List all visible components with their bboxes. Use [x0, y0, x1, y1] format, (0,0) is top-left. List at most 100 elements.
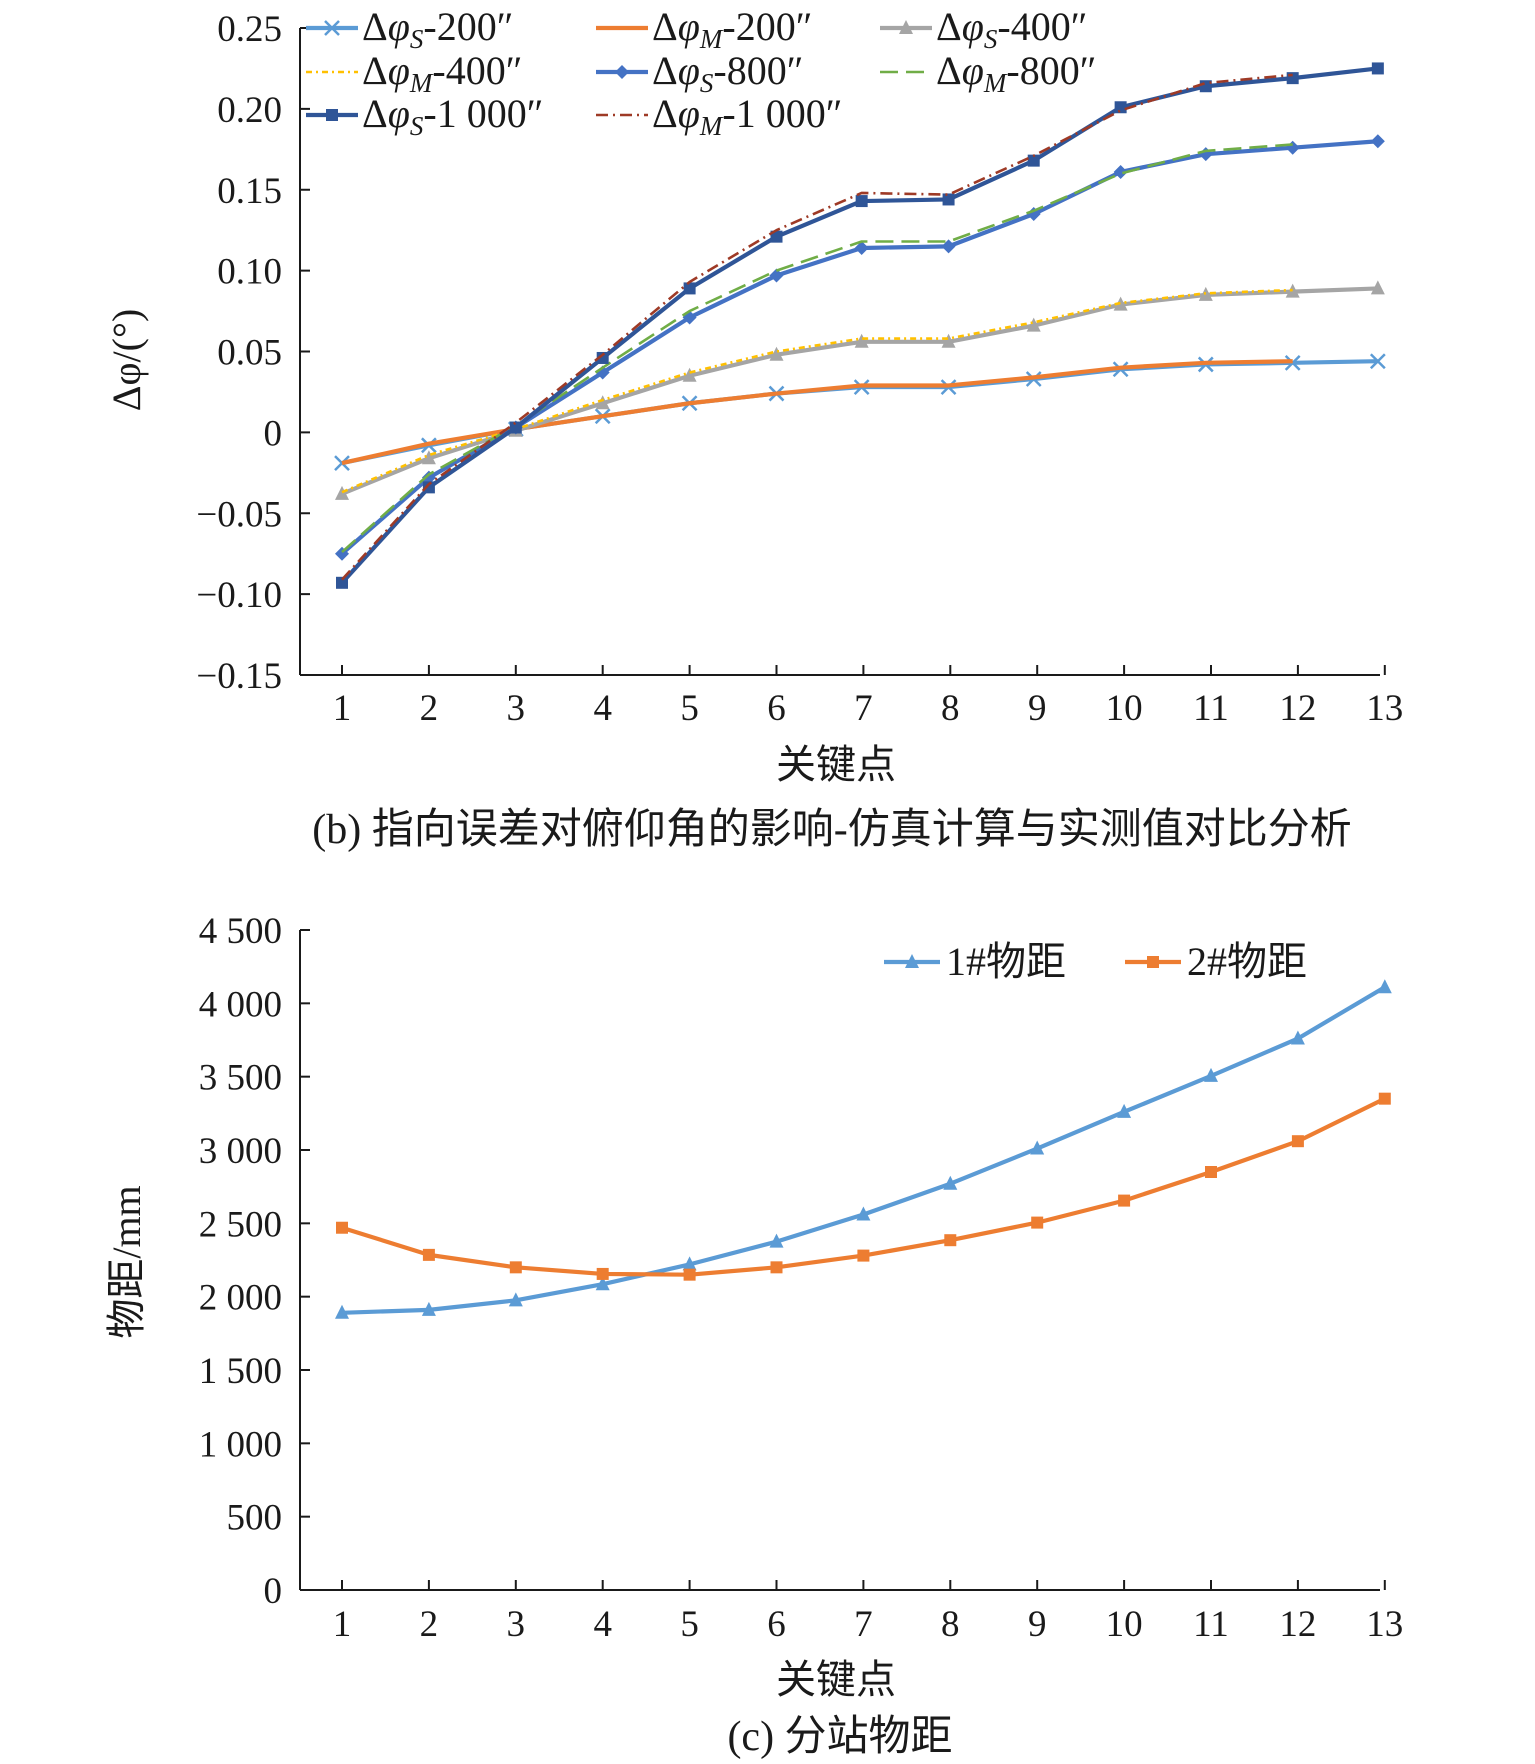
- chart-c: 0 500 1 000 1 500 2 000 2 500 3 000 3 500 4 000 4…: [104, 911, 1403, 1760]
- data-point: [595, 1276, 610, 1291]
- series-line: [335, 979, 1392, 1319]
- x-tick-label: 3: [507, 688, 526, 729]
- series-path: [341, 359, 1378, 466]
- y-tick-label: 4 500: [199, 911, 282, 952]
- x-tick-label: 11: [1193, 1604, 1229, 1645]
- x-tick-label: 7: [854, 1604, 873, 1645]
- data-point: [944, 1234, 957, 1247]
- legend-marker: [615, 65, 629, 79]
- legend-item: ΔφS-1 000″: [306, 91, 543, 141]
- y-tick-label: 3 000: [199, 1131, 282, 1172]
- y-tick-label: −0.10: [196, 575, 282, 616]
- data-point: [1286, 72, 1299, 85]
- data-point: [942, 193, 955, 206]
- legend-item: ΔφS-200″: [306, 4, 513, 54]
- legend-label: ΔφS-400″: [936, 4, 1087, 54]
- data-point: [683, 282, 696, 295]
- y-tick-label: 500: [227, 1498, 283, 1539]
- y-tick-label: 0.25: [217, 9, 282, 50]
- data-point: [596, 351, 609, 364]
- data-point: [1118, 1194, 1131, 1207]
- data-point: [509, 421, 522, 434]
- x-tick-label: 7: [854, 688, 873, 729]
- data-point: [855, 195, 868, 208]
- legend-label: ΔφS-1 000″: [362, 91, 543, 141]
- data-point: [1205, 1166, 1217, 1178]
- x-tick-label: 2: [420, 688, 439, 729]
- data-point: [596, 1267, 609, 1280]
- x-tick-label: 13: [1366, 688, 1403, 729]
- data-point: [682, 1256, 697, 1271]
- legend-item: 1#物距: [884, 939, 1066, 984]
- data-point: [1031, 1216, 1044, 1229]
- x-tick-label: 6: [767, 688, 786, 729]
- legend-label: ΔφM-200″: [652, 4, 812, 54]
- x-tick-label: 9: [1028, 688, 1047, 729]
- legend-marker: [899, 20, 913, 34]
- data-point: [1377, 979, 1392, 994]
- data-point: [682, 367, 697, 382]
- x-tick-label: 5: [680, 688, 699, 729]
- legend-label: ΔφM-800″: [936, 48, 1096, 98]
- legend-label: ΔφS-800″: [652, 48, 803, 98]
- x-axis-title: 关键点: [776, 1657, 896, 1702]
- data-point: [770, 230, 783, 243]
- data-point: [769, 346, 784, 361]
- y-axis-title: Δφ/(°): [104, 309, 149, 412]
- data-point: [421, 1301, 436, 1316]
- x-tick-label: 4: [593, 688, 612, 729]
- y-tick-label: 2 500: [199, 1204, 282, 1245]
- series-line: [336, 62, 1384, 589]
- x-tick-label: 10: [1106, 688, 1143, 729]
- data-point: [508, 1292, 523, 1307]
- data-point: [336, 1221, 348, 1234]
- data-point: [421, 470, 436, 485]
- legend-label: ΔφM-400″: [362, 48, 522, 98]
- x-tick-label: 5: [680, 1604, 699, 1645]
- x-tick-label: 8: [941, 1604, 960, 1645]
- data-point: [1114, 101, 1127, 114]
- data-point: [769, 268, 784, 283]
- series-line: [334, 353, 1386, 471]
- data-point: [1378, 1092, 1391, 1105]
- data-point: [856, 1206, 871, 1221]
- x-tick-label: 12: [1279, 688, 1316, 729]
- y-tick-label: 0: [264, 1571, 283, 1612]
- y-tick-label: 2 000: [199, 1278, 282, 1319]
- legend-item: ΔφS-800″: [596, 48, 803, 98]
- y-axis-title: 物距/mm: [104, 1185, 149, 1338]
- data-point: [1026, 317, 1041, 332]
- legend-label: 2#物距: [1187, 939, 1307, 984]
- x-tick-label: 4: [593, 1604, 612, 1645]
- chart-caption: (c) 分站物距: [727, 1714, 952, 1760]
- legend-item: ΔφM-200″: [596, 4, 812, 54]
- legend-marker: [324, 20, 340, 36]
- legend-label: 1#物距: [946, 939, 1066, 984]
- x-tick-label: 3: [507, 1604, 526, 1645]
- y-tick-label: 1 000: [199, 1424, 282, 1465]
- data-point: [1285, 140, 1300, 155]
- legend-item: ΔφS-400″: [880, 4, 1087, 54]
- x-axis-title: 关键点: [776, 742, 896, 787]
- legend-item: ΔφM-1 000″: [596, 91, 842, 141]
- data-point: [595, 395, 610, 410]
- data-point: [943, 1175, 958, 1190]
- y-tick-label: 0.15: [217, 171, 282, 212]
- data-point: [1369, 353, 1386, 370]
- data-point: [1371, 62, 1384, 75]
- y-tick-label: 0.05: [217, 333, 282, 374]
- y-tick-label: 0.20: [217, 90, 282, 131]
- data-point: [770, 1261, 783, 1274]
- data-point: [1204, 1067, 1218, 1082]
- y-tick-label: −0.15: [196, 656, 282, 697]
- data-point: [509, 1261, 522, 1274]
- legend-marker: [1147, 956, 1159, 968]
- data-point: [941, 239, 956, 254]
- y-tick-label: 4 000: [199, 984, 282, 1025]
- y-tick-label: 0: [264, 413, 283, 454]
- data-point: [1117, 1103, 1132, 1118]
- y-tick-label: 0.10: [217, 252, 282, 293]
- data-point: [769, 1233, 784, 1248]
